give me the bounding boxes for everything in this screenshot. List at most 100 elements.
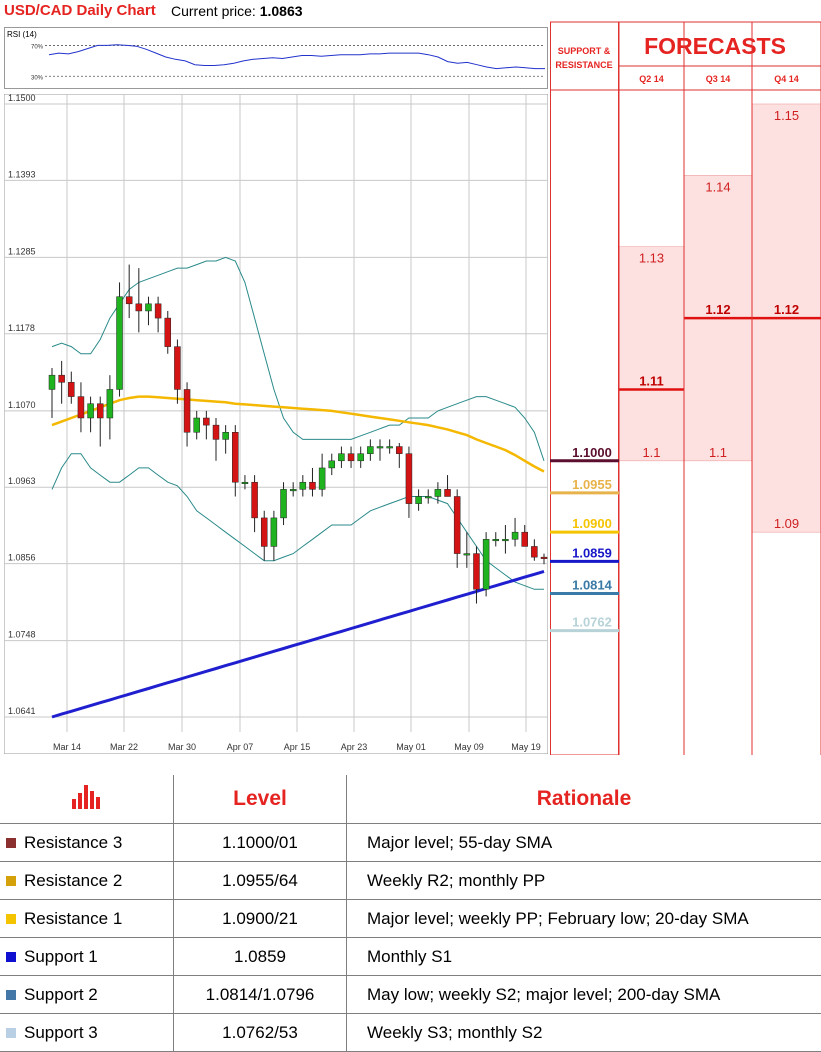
- sr-header: SUPPORT &: [558, 46, 611, 56]
- rsi-chart: RSI (14)70%30%: [5, 28, 547, 88]
- candle-body: [107, 389, 113, 418]
- candle-body: [49, 375, 55, 389]
- candle-body: [387, 447, 393, 449]
- forecast-value: 1.14: [705, 179, 730, 194]
- sr-column-border: [551, 22, 619, 755]
- sr-value: 1.0900: [572, 516, 612, 531]
- sr-value: 1.0859: [572, 545, 612, 560]
- forecast-band: [619, 247, 684, 461]
- candle-body: [338, 454, 344, 461]
- level-value: 1.0762/53: [174, 1014, 347, 1052]
- y-tick-label: 1.1070: [8, 400, 36, 410]
- candle-body: [155, 304, 161, 318]
- sr-value: 1.0955: [572, 477, 612, 492]
- y-tick-label: 1.1500: [8, 94, 36, 103]
- candle-body: [126, 297, 132, 304]
- candle-body: [396, 447, 402, 454]
- x-tick-label: Mar 14: [53, 742, 81, 752]
- candle-body: [261, 518, 267, 547]
- level-value: 1.0859: [174, 938, 347, 976]
- candle-body: [425, 496, 431, 498]
- sr-value: 1.0762: [572, 615, 612, 630]
- level-rationale: Major level; weekly PP; February low; 20…: [347, 900, 821, 938]
- level-name-cell: Resistance 1: [0, 900, 174, 938]
- candle-body: [512, 532, 518, 539]
- candle-body: [300, 482, 306, 489]
- forecast-value: 1.12: [705, 302, 730, 317]
- x-tick-label: May 19: [511, 742, 541, 752]
- current-price-value: 1.0863: [260, 3, 303, 19]
- level-name: Support 3: [24, 1023, 98, 1042]
- candle-body: [367, 447, 373, 454]
- chart-header: USD/CAD Daily Chart Current price: 1.086…: [0, 0, 548, 22]
- candle-body: [68, 382, 74, 396]
- candle-body: [194, 418, 200, 432]
- y-tick-label: 1.1285: [8, 246, 36, 256]
- forecast-value: 1.15: [774, 108, 799, 123]
- level-value: 1.0814/1.0796: [174, 976, 347, 1014]
- plot-area: [4, 94, 548, 754]
- rsi-label: RSI (14): [7, 30, 37, 39]
- y-tick-label: 1.0641: [8, 706, 36, 716]
- x-tick-label: Mar 30: [168, 742, 196, 752]
- level-name-cell: Resistance 3: [0, 824, 174, 862]
- y-tick-label: 1.0748: [8, 630, 36, 640]
- x-tick-label: Mar 22: [110, 742, 138, 752]
- level-color-swatch: [6, 876, 16, 886]
- x-tick-label: May 01: [396, 742, 426, 752]
- x-tick-label: Apr 07: [227, 742, 254, 752]
- level-rationale: Weekly R2; monthly PP: [347, 862, 821, 900]
- x-tick-label: May 09: [454, 742, 484, 752]
- level-name: Resistance 1: [24, 909, 122, 928]
- candle-body: [309, 482, 315, 489]
- candle-body: [223, 432, 229, 439]
- candle-body: [454, 496, 460, 553]
- candlestick-chart: 1.15001.13931.12851.11781.10701.09631.08…: [4, 94, 548, 754]
- level-rationale: Major level; 55-day SMA: [347, 824, 821, 862]
- y-tick-label: 1.0856: [8, 553, 36, 563]
- candle-body: [483, 539, 489, 589]
- sr-value: 1.0814: [572, 578, 613, 593]
- forecast-value: 1.11: [639, 373, 664, 388]
- quarter-label: Q2 14: [639, 74, 664, 84]
- forecast-value: 1.12: [774, 302, 799, 317]
- level-rationale: May low; weekly S2; major level; 200-day…: [347, 976, 821, 1014]
- level-name-cell: Resistance 2: [0, 862, 174, 900]
- candle-body: [252, 482, 258, 518]
- candle-body: [435, 489, 441, 496]
- candle-body: [541, 557, 547, 559]
- level-color-swatch: [6, 952, 16, 962]
- candle-body: [97, 404, 103, 418]
- x-tick-label: Apr 23: [341, 742, 368, 752]
- candle-body: [290, 489, 296, 491]
- candle-body: [329, 461, 335, 468]
- current-price: Current price: 1.0863: [171, 3, 303, 19]
- level-color-swatch: [6, 1028, 16, 1038]
- candle-body: [213, 425, 219, 439]
- level-color-swatch: [6, 990, 16, 1000]
- rsi-panel: RSI (14)70%30%: [4, 27, 548, 89]
- forecasts-title: FORECASTS: [644, 33, 786, 59]
- level-rationale: Weekly S3; monthly S2: [347, 1014, 821, 1052]
- candle-body: [416, 496, 422, 503]
- candle-body: [203, 418, 209, 425]
- level-name-cell: Support 2: [0, 976, 174, 1014]
- level-header: Level: [174, 775, 347, 824]
- candle-body: [271, 518, 277, 547]
- candle-body: [281, 489, 287, 518]
- candle-body: [348, 454, 354, 461]
- candle-body: [319, 468, 325, 489]
- rsi-level-label: 30%: [31, 75, 44, 81]
- level-color-swatch: [6, 914, 16, 924]
- forecast-value: 1.1: [642, 445, 660, 460]
- candle-body: [445, 489, 451, 496]
- candle-body: [174, 347, 180, 390]
- level-value: 1.0955/64: [174, 862, 347, 900]
